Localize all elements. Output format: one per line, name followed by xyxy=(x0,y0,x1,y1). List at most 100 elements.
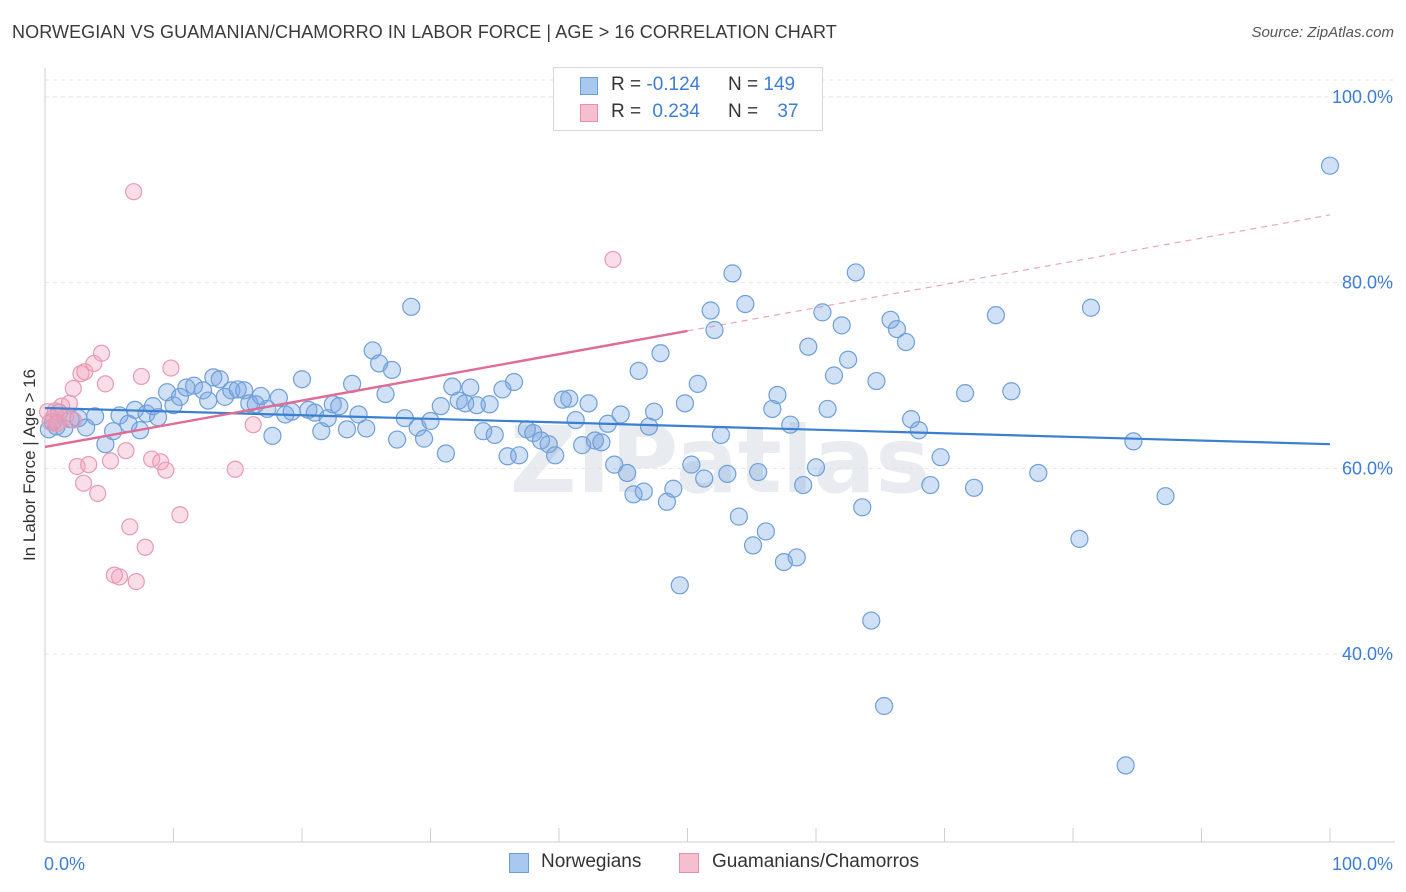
data-point-norwegians xyxy=(1002,382,1021,401)
data-point-norwegians xyxy=(986,306,1006,325)
data-point-guamanians xyxy=(47,415,66,433)
data-point-norwegians xyxy=(292,370,312,389)
legend-swatch-guamanians xyxy=(580,104,598,122)
watermark: ZIPatlas xyxy=(510,407,930,514)
trendline-guamanians xyxy=(44,329,688,449)
data-point-norwegians xyxy=(799,337,818,356)
data-point-norwegians xyxy=(832,316,851,335)
data-point-norwegians xyxy=(705,320,724,340)
data-point-norwegians xyxy=(357,419,376,438)
data-point-guamanians xyxy=(121,518,139,536)
data-point-norwegians xyxy=(875,696,894,716)
data-point-norwegians xyxy=(629,361,648,380)
data-point-norwegians xyxy=(695,469,714,488)
y-tick-label: 80.0% xyxy=(1342,273,1393,293)
data-point-guamanians xyxy=(80,456,98,474)
data-point-norwegians xyxy=(1116,756,1135,775)
data-point-norwegians xyxy=(909,421,928,440)
data-point-norwegians xyxy=(664,479,683,498)
data-point-norwegians xyxy=(839,350,858,369)
data-point-norwegians xyxy=(862,611,881,630)
data-point-norwegians xyxy=(618,463,637,483)
trendline-guamanians-extension xyxy=(687,214,1331,332)
legend-n-label: N = xyxy=(728,74,764,95)
data-point-norwegians xyxy=(853,498,872,517)
data-point-norwegians xyxy=(431,397,450,416)
y-tick-label: 60.0% xyxy=(1342,458,1393,478)
data-point-norwegians xyxy=(184,376,204,395)
data-point-guamanians xyxy=(157,461,175,479)
data-point-guamanians xyxy=(152,453,170,471)
data-point-norwegians xyxy=(806,458,826,477)
data-point-norwegians xyxy=(813,303,832,322)
data-point-guamanians xyxy=(92,344,111,362)
data-point-norwegians xyxy=(682,455,701,474)
data-point-norwegians xyxy=(688,374,707,393)
legend-label-norwegians: Norwegians xyxy=(541,851,642,872)
data-point-norwegians xyxy=(461,378,480,397)
data-point-norwegians xyxy=(723,264,742,283)
data-point-guamanians xyxy=(127,572,145,591)
data-point-norwegians xyxy=(896,332,916,352)
data-point-norwegians xyxy=(921,475,940,495)
data-point-norwegians xyxy=(711,425,731,445)
data-point-norwegians xyxy=(670,576,689,595)
data-point-norwegians xyxy=(318,409,337,428)
data-point-norwegians xyxy=(644,402,664,421)
data-point-norwegians xyxy=(611,405,630,424)
legend-swatch-guamanians xyxy=(679,853,699,873)
data-point-norwegians xyxy=(651,344,670,363)
data-point-norwegians xyxy=(222,381,241,400)
legend-r-value: -0.124 xyxy=(646,74,701,95)
data-point-norwegians xyxy=(421,411,440,431)
data-point-norwegians xyxy=(539,435,558,454)
data-point-norwegians xyxy=(701,301,720,320)
data-point-norwegians xyxy=(592,433,611,452)
data-point-norwegians xyxy=(170,387,190,406)
data-point-norwegians xyxy=(718,464,737,484)
data-point-norwegians xyxy=(1320,156,1340,175)
data-point-norwegians xyxy=(485,425,504,445)
data-point-guamanians xyxy=(117,442,135,460)
data-point-guamanians xyxy=(171,506,189,524)
data-point-norwegians xyxy=(510,446,529,465)
data-point-guamanians xyxy=(96,375,114,393)
data-point-norwegians xyxy=(524,423,543,443)
legend-stats: R = -0.124 N = 149 R = 0.234 N = 37 xyxy=(553,67,823,131)
data-point-norwegians xyxy=(467,396,486,415)
data-point-guamanians xyxy=(64,411,82,429)
data-point-norwegians xyxy=(553,390,572,409)
data-point-norwegians xyxy=(402,297,421,316)
data-point-norwegians xyxy=(931,448,950,467)
data-point-norwegians xyxy=(881,310,900,329)
data-point-norwegians xyxy=(349,405,368,424)
data-point-norwegians xyxy=(955,384,975,403)
legend-r-value: 0.234 xyxy=(652,101,700,122)
data-point-norwegians xyxy=(204,368,223,387)
data-point-guamanians xyxy=(132,367,150,386)
data-point-guamanians xyxy=(162,359,180,377)
data-point-norwegians xyxy=(387,430,407,449)
data-point-guamanians xyxy=(244,416,262,434)
data-point-norwegians xyxy=(624,485,643,504)
data-point-norwegians xyxy=(794,475,813,495)
legend-n-value: 149 xyxy=(763,74,796,95)
data-point-norwegians xyxy=(104,422,123,441)
data-point-guamanians xyxy=(604,250,622,269)
data-point-norwegians xyxy=(282,402,301,421)
data-point-norwegians xyxy=(382,360,402,380)
data-point-guamanians xyxy=(89,484,107,502)
data-point-norwegians xyxy=(736,294,755,314)
data-point-norwegians xyxy=(474,422,493,441)
data-point-norwegians xyxy=(330,397,349,416)
data-point-norwegians xyxy=(376,384,395,404)
data-point-norwegians xyxy=(1029,463,1048,483)
data-point-guamanians xyxy=(125,183,143,201)
y-tick-label: 40.0% xyxy=(1342,644,1393,664)
data-point-norwegians xyxy=(1156,487,1175,506)
data-point-norwegians xyxy=(579,394,598,413)
data-point-norwegians xyxy=(560,389,579,408)
data-point-norwegians xyxy=(337,420,357,439)
data-point-norwegians xyxy=(964,478,984,497)
